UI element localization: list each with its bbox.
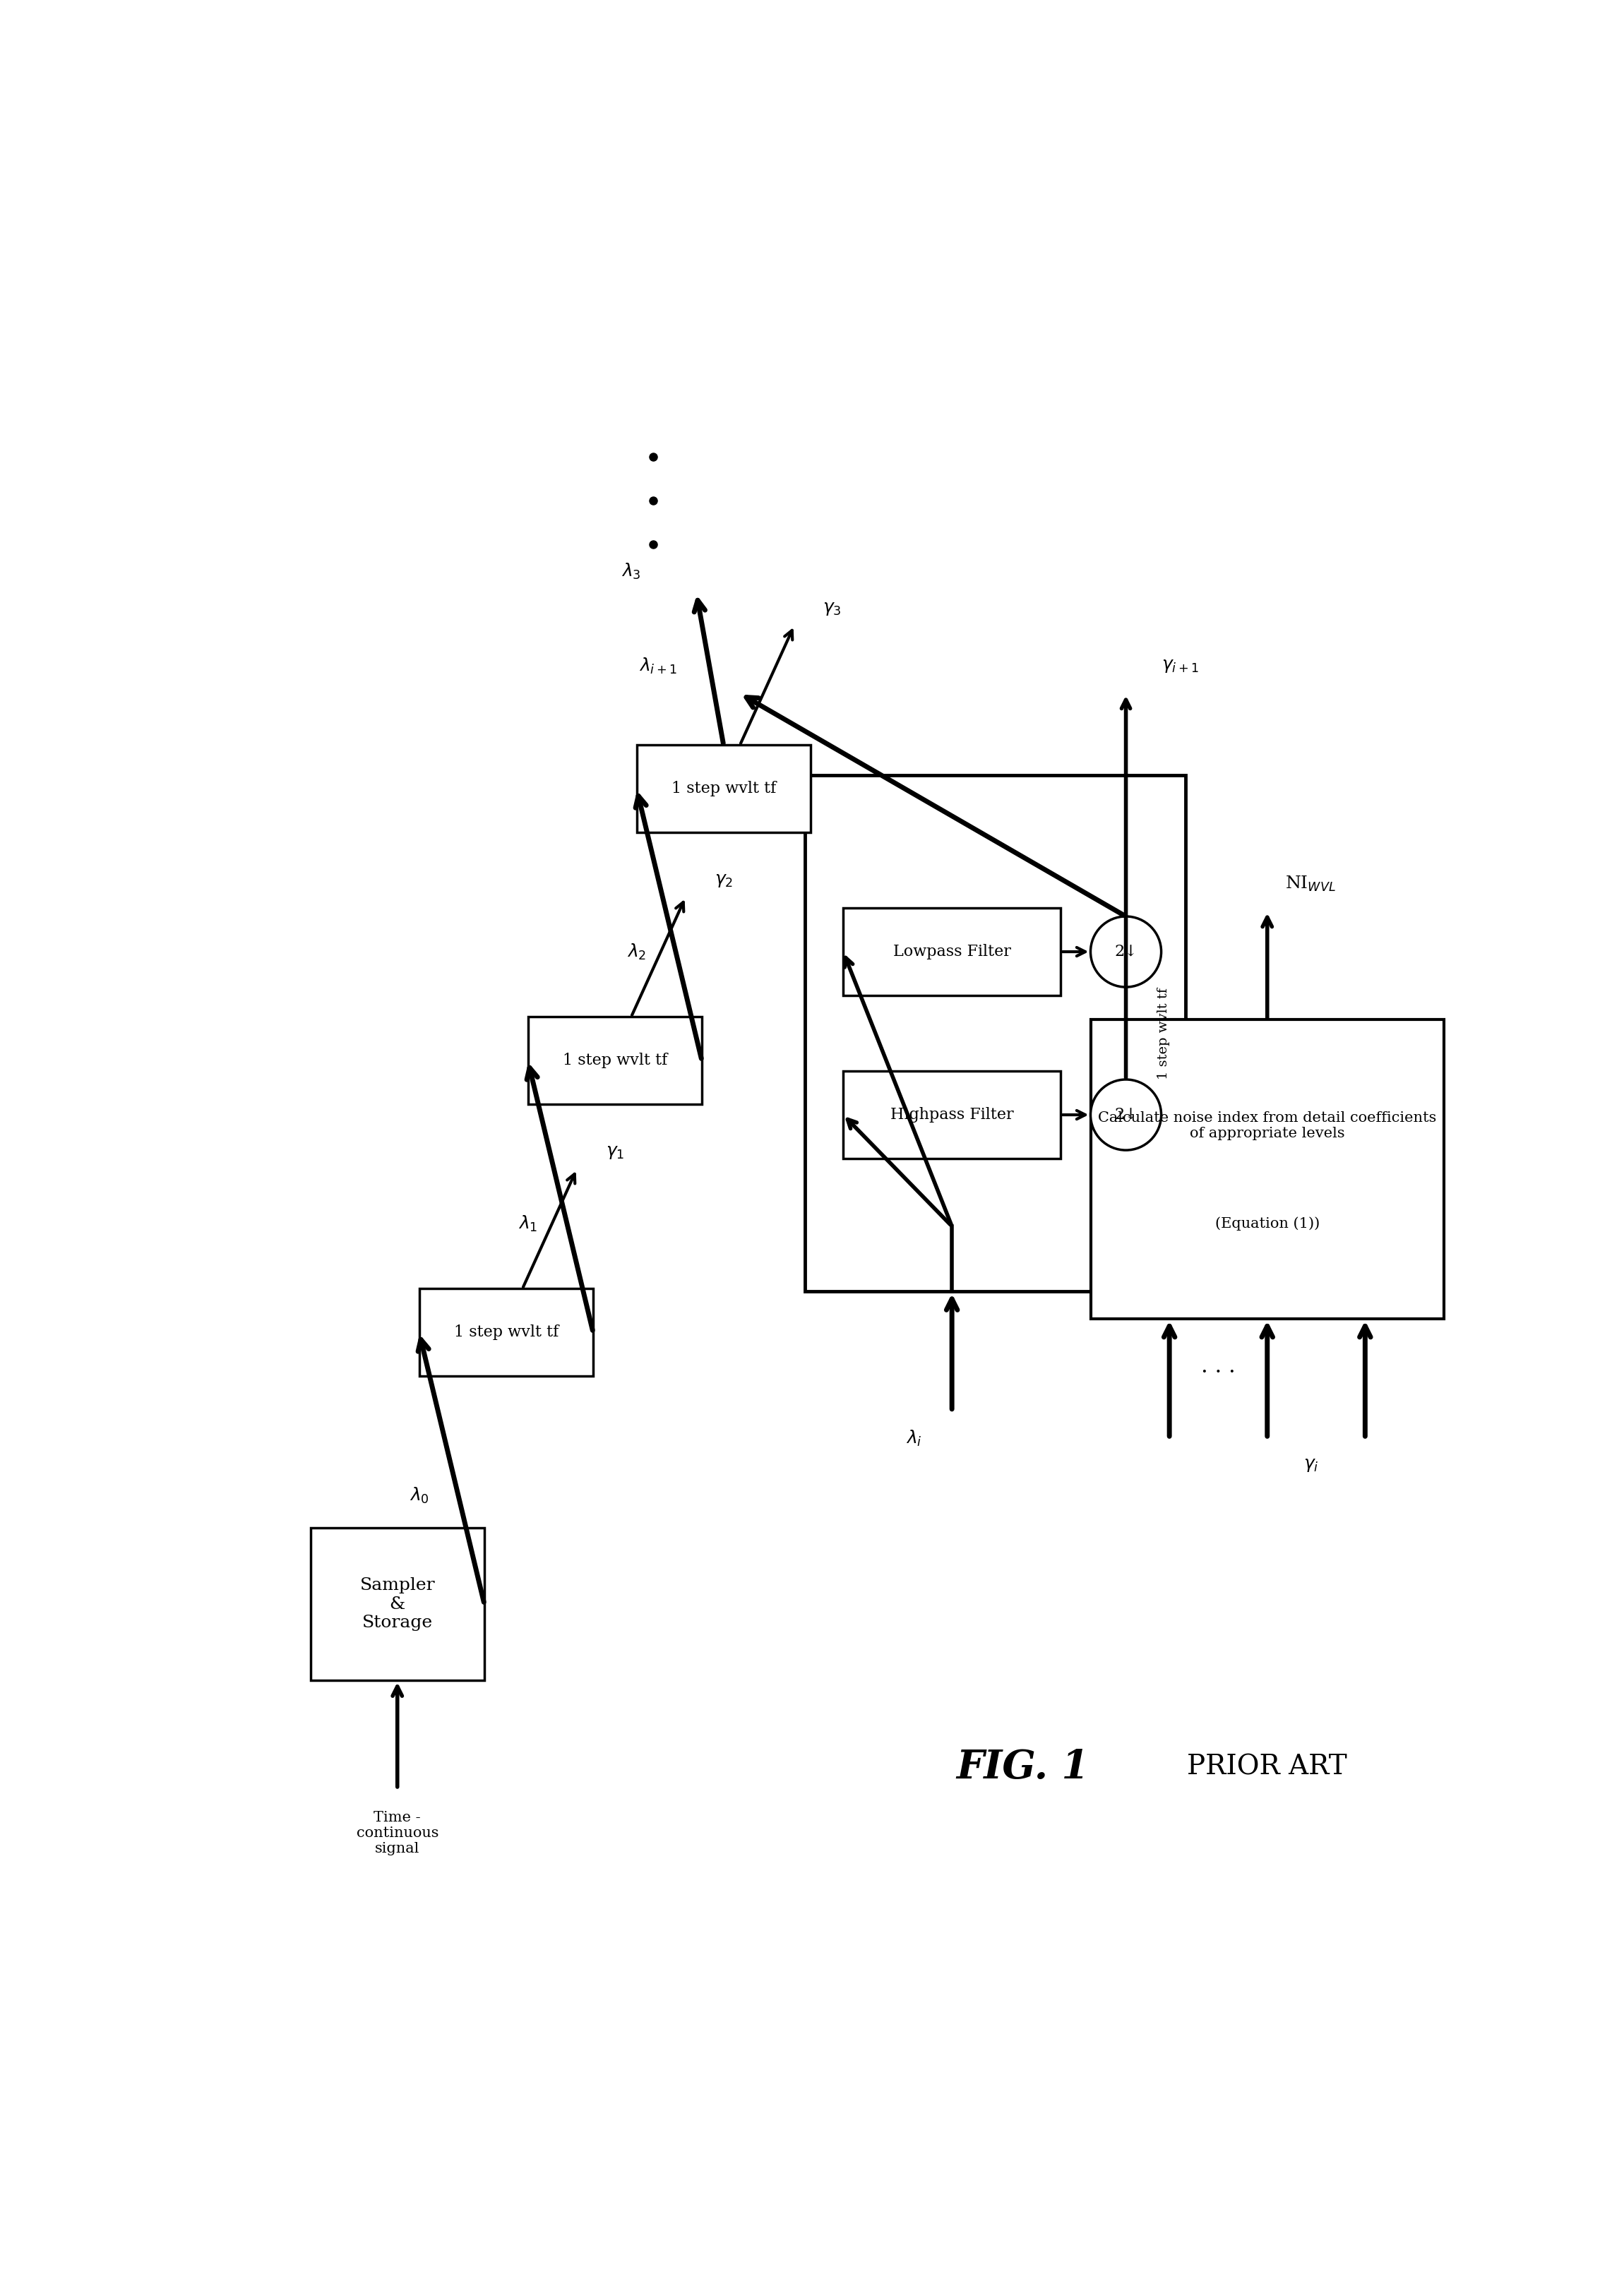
Text: $\lambda_1$: $\lambda_1$	[518, 1214, 538, 1233]
Text: 2↓: 2↓	[1114, 1107, 1137, 1123]
Text: $\gamma_2$: $\gamma_2$	[715, 873, 732, 889]
Text: $\lambda_2$: $\lambda_2$	[627, 942, 646, 962]
Text: 1 step wvlt tf: 1 step wvlt tf	[671, 781, 776, 797]
Text: $\gamma_{i+1}$: $\gamma_{i+1}$	[1161, 658, 1199, 674]
Text: FIG. 1: FIG. 1	[957, 1748, 1090, 1787]
FancyBboxPatch shape	[528, 1017, 702, 1104]
Text: $\gamma_3$: $\gamma_3$	[823, 600, 841, 616]
FancyBboxPatch shape	[310, 1528, 484, 1679]
Text: 2↓: 2↓	[1114, 944, 1137, 960]
Text: NI$_{WVL}$: NI$_{WVL}$	[1285, 875, 1337, 893]
Text: Highpass Filter: Highpass Filter	[890, 1107, 1013, 1123]
Text: · · ·: · · ·	[1202, 1363, 1236, 1384]
Text: $\lambda_i$: $\lambda_i$	[906, 1430, 922, 1448]
Text: $\lambda_{i+1}$: $\lambda_{i+1}$	[640, 658, 677, 676]
FancyBboxPatch shape	[1091, 1019, 1444, 1320]
FancyBboxPatch shape	[843, 1072, 1060, 1159]
FancyBboxPatch shape	[637, 745, 810, 832]
FancyBboxPatch shape	[843, 907, 1060, 994]
FancyBboxPatch shape	[806, 774, 1186, 1292]
Text: $\lambda_0$: $\lambda_0$	[409, 1487, 429, 1505]
Text: Sampler
&
Storage: Sampler & Storage	[359, 1576, 435, 1631]
Text: 1 step wvlt tf: 1 step wvlt tf	[562, 1052, 667, 1068]
Text: Time -
continuous
signal: Time - continuous signal	[356, 1810, 438, 1856]
Text: $\gamma_i$: $\gamma_i$	[1302, 1457, 1319, 1473]
Circle shape	[1091, 1079, 1161, 1150]
Text: $\lambda_3$: $\lambda_3$	[622, 561, 641, 582]
Text: Lowpass Filter: Lowpass Filter	[893, 944, 1010, 960]
FancyBboxPatch shape	[419, 1290, 593, 1377]
Text: 1 step wvlt tf: 1 step wvlt tf	[1158, 987, 1171, 1079]
Text: 1 step wvlt tf: 1 step wvlt tf	[453, 1324, 559, 1340]
Text: $\gamma_1$: $\gamma_1$	[606, 1146, 624, 1162]
Text: PRIOR ART: PRIOR ART	[1187, 1755, 1348, 1780]
Text: Calculate noise index from detail coefficients
of appropriate levels: Calculate noise index from detail coeffi…	[1098, 1111, 1437, 1141]
Text: (Equation (1)): (Equation (1))	[1215, 1217, 1320, 1230]
Circle shape	[1091, 916, 1161, 987]
